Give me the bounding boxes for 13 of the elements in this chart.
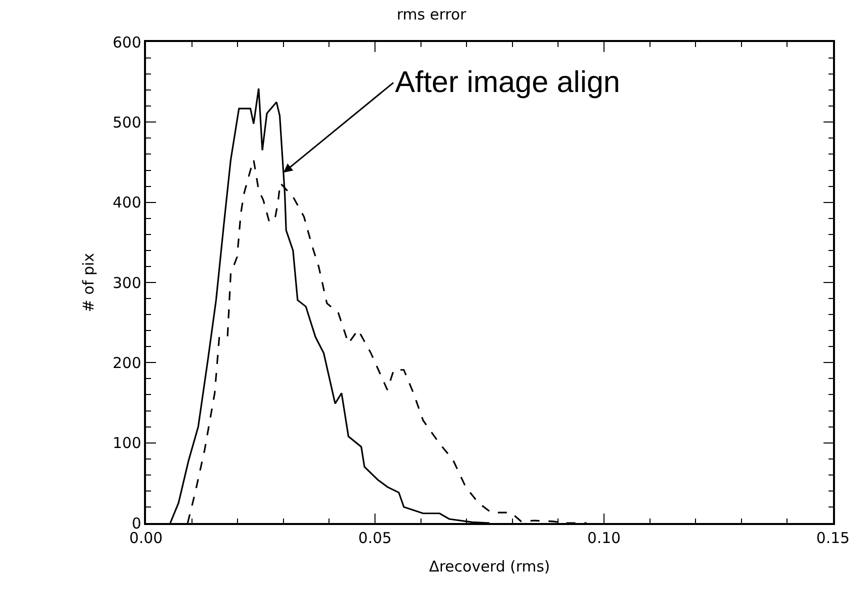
chart-title: rms error <box>396 6 468 24</box>
y-tick-label: 100 <box>112 434 142 452</box>
y-axis-title: # of pix <box>79 252 98 312</box>
y-tick-label: 500 <box>112 113 142 132</box>
y-tick-label: 600 <box>112 33 142 52</box>
annotation: After image align <box>395 66 620 99</box>
x-tick-label: 0.10 <box>587 528 621 547</box>
x-tick-label: 0.15 <box>816 528 850 547</box>
x-tick-label: 0.05 <box>358 528 392 547</box>
y-tick-label: 300 <box>112 274 142 292</box>
y-tick-label: 400 <box>112 194 142 212</box>
x-axis-title: Δrecoverd (rms) <box>428 557 550 576</box>
y-tick-label: 200 <box>112 354 142 372</box>
